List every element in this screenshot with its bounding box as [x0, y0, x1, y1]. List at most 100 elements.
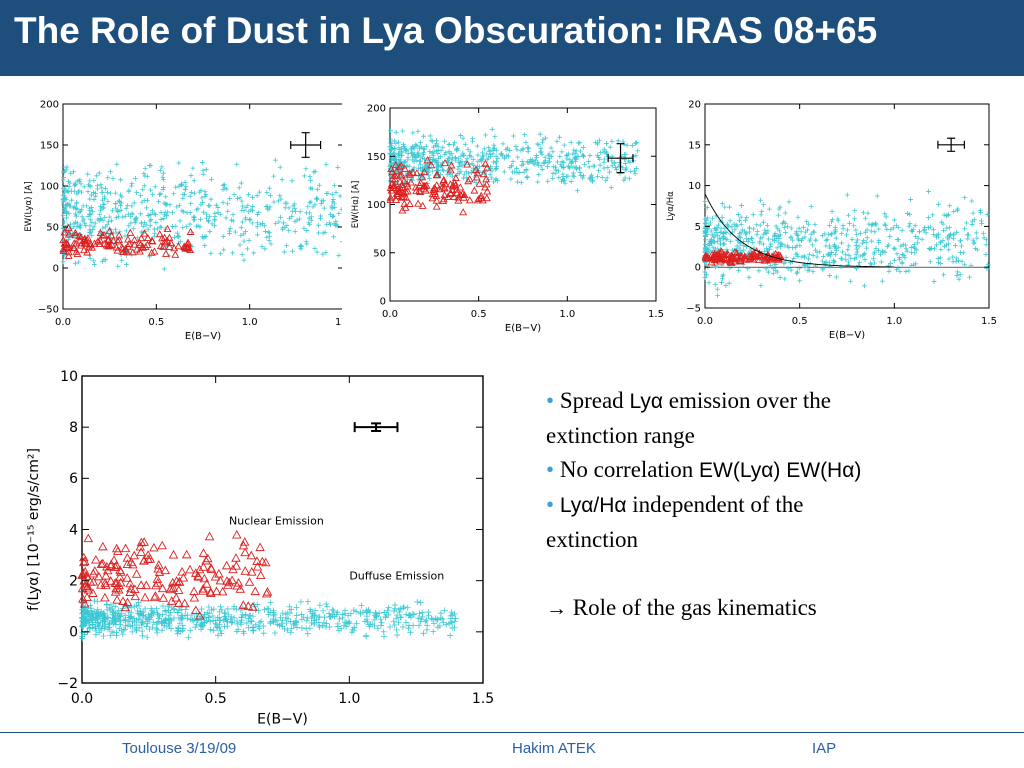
data-point [403, 182, 412, 190]
bullet-3-line-2: extinction [546, 527, 638, 552]
data-point [536, 163, 542, 169]
data-point [708, 237, 714, 243]
data-point [270, 619, 277, 626]
data-point [839, 231, 845, 237]
data-point [189, 586, 199, 596]
data-point [856, 243, 862, 249]
data-point [90, 208, 96, 214]
data-point [423, 626, 430, 633]
data-point [846, 259, 852, 265]
data-point [239, 537, 250, 546]
data-point [96, 228, 105, 237]
data-point [189, 592, 200, 602]
data-point [446, 166, 455, 174]
data-point [417, 599, 424, 606]
data-point [447, 161, 456, 169]
data-point [161, 185, 166, 190]
data-point [717, 237, 723, 243]
bullet-1-symbol: Lyα [629, 390, 663, 413]
data-point [586, 164, 592, 170]
data-point [167, 577, 178, 587]
data-point [79, 633, 86, 640]
data-point [570, 151, 576, 157]
data-point [750, 249, 759, 257]
data-point [774, 245, 780, 251]
data-point [555, 159, 560, 165]
data-point [95, 622, 102, 629]
data-point [633, 153, 639, 159]
data-point [391, 171, 399, 179]
data-point [136, 547, 146, 556]
data-point [393, 130, 399, 135]
data-point [491, 159, 496, 165]
data-point [764, 230, 770, 236]
data-point [303, 239, 309, 245]
data-point [78, 181, 84, 187]
data-point [167, 202, 173, 208]
data-point [136, 624, 143, 631]
data-point [845, 262, 851, 268]
data-point [887, 234, 893, 239]
data-point [303, 617, 310, 624]
data-point [334, 223, 340, 229]
data-point [230, 212, 236, 218]
data-point [298, 624, 305, 631]
data-point [117, 203, 123, 209]
data-point [153, 625, 160, 632]
data-point [191, 605, 201, 615]
data-point [147, 248, 156, 256]
data-point [105, 227, 114, 235]
data-point [873, 245, 879, 251]
data-point [326, 610, 333, 617]
data-point [405, 157, 411, 163]
data-point [174, 627, 181, 634]
data-point [896, 237, 901, 243]
data-point [64, 251, 73, 259]
data-point [827, 259, 833, 265]
data-point [607, 169, 612, 175]
data-point [443, 192, 452, 201]
data-point [301, 225, 307, 231]
data-point [227, 575, 237, 585]
y-tick-label: 150 [367, 152, 386, 163]
data-point [730, 229, 735, 235]
data-point [103, 257, 109, 263]
data-point [126, 223, 132, 229]
data-point [213, 202, 219, 208]
data-point [205, 219, 211, 224]
data-point [550, 171, 556, 177]
data-point [183, 240, 192, 248]
y-tick-label: −50 [38, 305, 59, 316]
data-point [211, 586, 222, 596]
data-point [161, 216, 167, 221]
data-point [577, 170, 583, 175]
data-point [407, 629, 414, 636]
data-point [411, 183, 420, 191]
data-point [727, 265, 733, 271]
data-point [432, 202, 441, 210]
data-point [118, 192, 123, 198]
data-point [726, 223, 731, 229]
data-point [420, 630, 427, 637]
data-point [801, 253, 807, 259]
data-point [515, 179, 521, 185]
data-point [715, 239, 720, 245]
y-tick-label: 5 [695, 222, 701, 233]
data-point [108, 601, 115, 608]
data-point [321, 205, 327, 211]
data-point [854, 246, 860, 252]
data-point [64, 223, 73, 232]
data-point [833, 235, 839, 241]
data-point [423, 156, 432, 164]
data-point [974, 247, 980, 253]
data-point [469, 161, 475, 167]
data-point [323, 249, 329, 255]
data-point [160, 174, 166, 180]
data-point [330, 607, 337, 614]
data-point [599, 175, 605, 180]
data-point [201, 611, 208, 618]
data-point [79, 599, 90, 608]
data-point [107, 214, 113, 220]
data-point [947, 203, 953, 209]
data-point [80, 608, 87, 615]
